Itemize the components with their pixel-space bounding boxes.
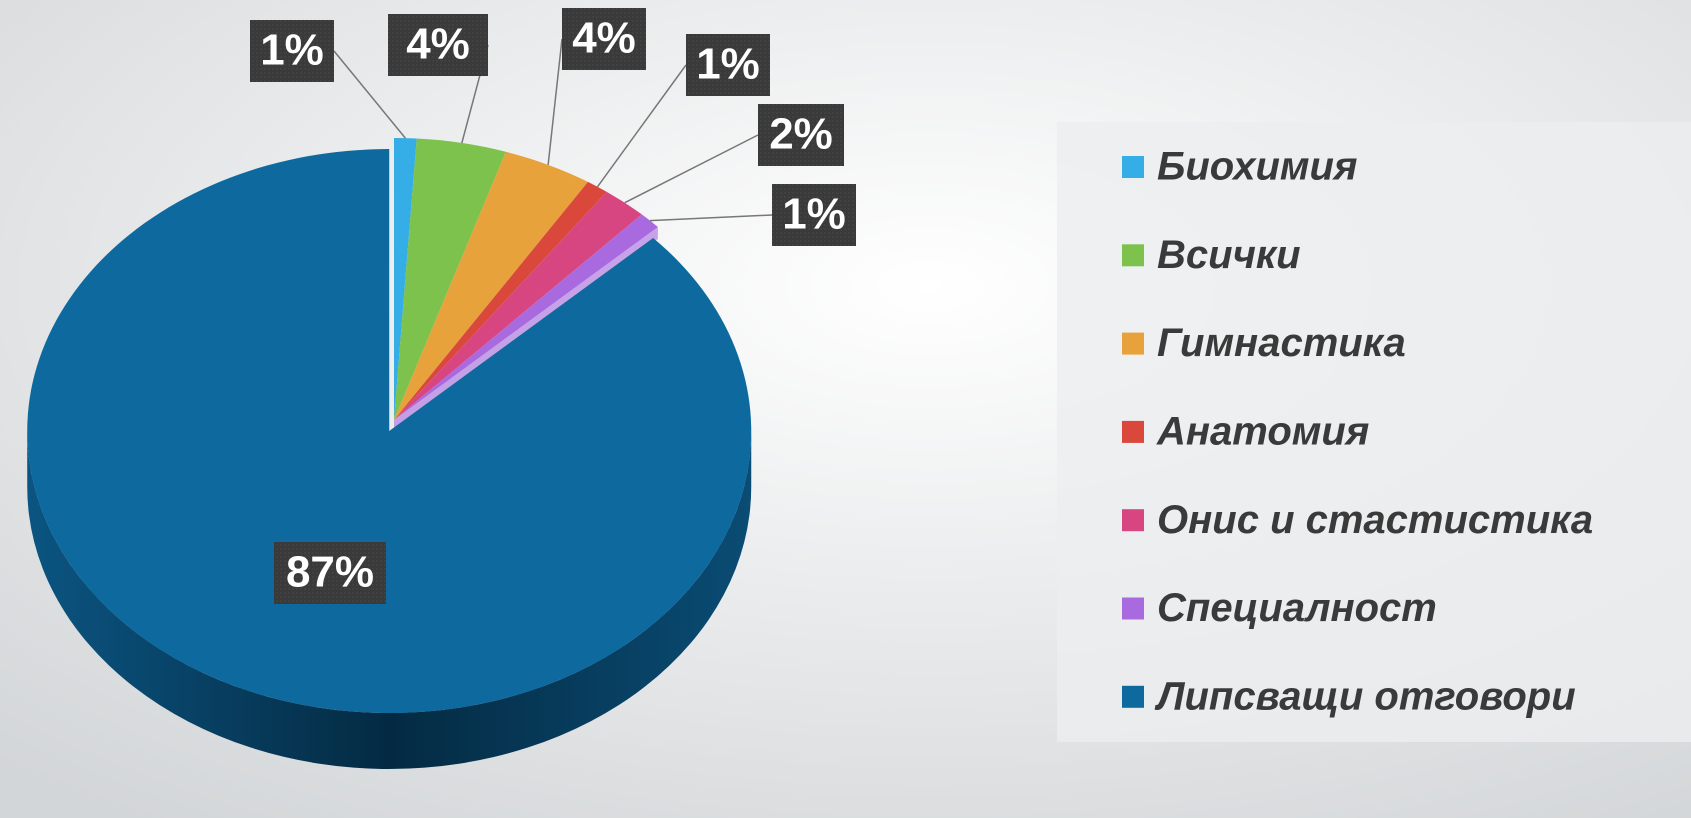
data-label: 4% bbox=[406, 20, 470, 69]
leader-line bbox=[596, 64, 687, 188]
legend: Биохимия Всички Гимнастика Анатомия Онис и с… bbox=[1122, 145, 1593, 718]
legend-swatch bbox=[1122, 332, 1144, 355]
legend-swatch bbox=[1122, 244, 1144, 267]
legend-swatch bbox=[1122, 509, 1144, 532]
leader-line bbox=[649, 214, 773, 222]
data-label: 87% bbox=[286, 548, 374, 597]
data-labels: 1% 4% 4%1%2%1%87% bbox=[250, 8, 856, 604]
leader-line bbox=[624, 134, 759, 204]
data-label-box bbox=[562, 8, 646, 70]
slice bbox=[394, 138, 506, 420]
legend-label: Специалност bbox=[1157, 586, 1437, 630]
legend-label: Биохимия bbox=[1157, 145, 1357, 189]
data-label-box bbox=[758, 104, 844, 166]
data-label-box bbox=[772, 184, 856, 246]
data-label-box bbox=[388, 14, 488, 76]
legend-label: Анатомия bbox=[1156, 409, 1369, 453]
data-label: 1% bbox=[260, 26, 324, 75]
slice bbox=[394, 138, 417, 420]
legend-swatch bbox=[1122, 156, 1144, 178]
slice bbox=[27, 149, 752, 714]
slice bbox=[394, 214, 658, 420]
legend-swatch bbox=[1122, 685, 1144, 708]
legend-box bbox=[1057, 122, 1691, 742]
data-label: 1% bbox=[696, 40, 760, 89]
pie bbox=[27, 138, 752, 770]
slice bbox=[394, 151, 588, 420]
slice bbox=[394, 191, 642, 420]
legend-label: Всички bbox=[1157, 233, 1301, 277]
leader-line bbox=[547, 38, 563, 165]
leader-line bbox=[333, 50, 406, 139]
legend-swatch bbox=[1122, 597, 1144, 620]
slice bbox=[394, 181, 607, 420]
slice-side bbox=[27, 431, 752, 770]
legend-label: Гимнастика bbox=[1157, 321, 1406, 365]
data-label-box bbox=[686, 34, 770, 96]
data-label: 1% bbox=[782, 190, 846, 239]
data-label-box bbox=[250, 20, 334, 82]
data-label: 4% bbox=[572, 14, 636, 63]
data-label: 2% bbox=[769, 110, 833, 159]
data-label-box bbox=[274, 542, 386, 604]
legend-swatch bbox=[1122, 420, 1144, 443]
legend-label: Липсващи отговори bbox=[1154, 674, 1576, 718]
legend-label: Онис и стастистика bbox=[1157, 498, 1593, 542]
